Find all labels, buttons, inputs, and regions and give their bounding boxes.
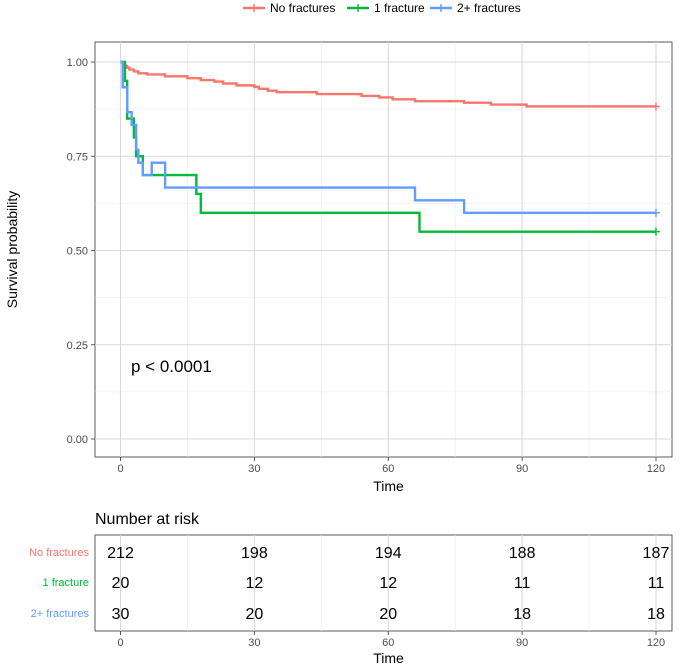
risk-cell-no-fractures: 187 xyxy=(643,545,670,562)
risk-cell-1-fracture: 11 xyxy=(514,575,531,592)
x-tick-label: 60 xyxy=(382,463,394,475)
risk-table: Number at risk 212 198 194 188 187 20 12 12 11 11… xyxy=(29,511,673,666)
y-tick-label: 0.50 xyxy=(67,246,88,258)
legend-label: 2+ fractures xyxy=(457,1,521,15)
risk-table-x-axis: 0 30 60 90 120 xyxy=(117,631,665,649)
risk-cell-no-fractures: 194 xyxy=(375,545,402,562)
legend-label: 1 fracture xyxy=(374,1,425,15)
risk-table-cells: 212 198 194 188 187 20 12 12 11 11 30 20 20 18 18 xyxy=(107,545,669,623)
risk-x-tick-label: 0 xyxy=(117,637,123,649)
censor-mark-no-fractures xyxy=(652,102,660,111)
risk-cell-1-fracture: 20 xyxy=(112,575,130,592)
y-tick-label: 0.25 xyxy=(67,340,88,352)
risk-cell-2-fractures: 18 xyxy=(647,606,665,623)
risk-cell-1-fracture: 12 xyxy=(245,575,263,592)
plot-panel xyxy=(94,41,673,458)
x-tick-label: 30 xyxy=(248,463,260,475)
risk-cell-2-fractures: 18 xyxy=(513,606,531,623)
legend-item-no-fractures: No fractures xyxy=(243,1,335,15)
risk-row-label-2-fractures: 2+ fractures xyxy=(31,608,90,620)
x-axis-title: Time xyxy=(373,478,404,494)
risk-table-grid xyxy=(119,535,657,631)
grid xyxy=(95,42,672,457)
censor-mark-1-fracture xyxy=(652,227,660,236)
x-axis: 0 30 60 90 120 xyxy=(117,457,665,475)
y-axis: 0.00 0.25 0.50 0.75 1.00 xyxy=(67,57,95,446)
risk-cell-no-fractures: 198 xyxy=(241,545,268,562)
risk-x-tick-label: 90 xyxy=(516,637,528,649)
y-tick-label: 1.00 xyxy=(67,57,88,69)
risk-cell-2-fractures: 30 xyxy=(112,606,130,623)
y-axis-title: Survival probability xyxy=(4,191,20,309)
y-tick-label: 0.00 xyxy=(67,434,88,446)
series-group xyxy=(120,60,660,236)
risk-cell-2-fractures: 20 xyxy=(379,606,397,623)
risk-x-tick-label: 120 xyxy=(647,637,665,649)
x-tick-label: 90 xyxy=(516,463,528,475)
risk-table-title: Number at risk xyxy=(95,511,200,528)
risk-x-tick-label: 30 xyxy=(248,637,260,649)
risk-cell-2-fractures: 20 xyxy=(245,606,263,623)
legend: No fractures 1 fracture 2+ fractures xyxy=(243,1,521,15)
p-value-annotation: p < 0.0001 xyxy=(131,357,212,376)
x-tick-label: 120 xyxy=(647,463,665,475)
series-line-2-fractures xyxy=(120,60,656,214)
risk-cell-no-fractures: 212 xyxy=(107,545,134,562)
legend-label: No fractures xyxy=(270,1,335,15)
y-tick-label: 0.75 xyxy=(67,151,88,163)
survival-plot: 0.00 0.25 0.50 0.75 1.00 0 30 60 90 120 p < 0.00… xyxy=(4,41,673,494)
risk-cell-1-fracture: 11 xyxy=(648,575,665,592)
legend-item-2-fractures: 2+ fractures xyxy=(430,1,521,15)
risk-cell-no-fractures: 188 xyxy=(509,545,536,562)
risk-row-label-1-fracture: 1 fracture xyxy=(43,577,89,589)
legend-item-1-fracture: 1 fracture xyxy=(347,1,425,15)
risk-x-tick-label: 60 xyxy=(382,637,394,649)
censor-mark-2-fractures xyxy=(652,208,660,217)
series-line-no-fractures xyxy=(120,60,656,108)
risk-row-label-no-fractures: No fractures xyxy=(29,547,89,559)
risk-cell-1-fracture: 12 xyxy=(379,575,397,592)
risk-table-x-axis-title: Time xyxy=(373,650,404,666)
x-tick-label: 0 xyxy=(117,463,123,475)
risk-table-row-labels: No fractures 1 fracture 2+ fractures xyxy=(29,547,89,620)
risk-table-panel xyxy=(94,534,673,632)
